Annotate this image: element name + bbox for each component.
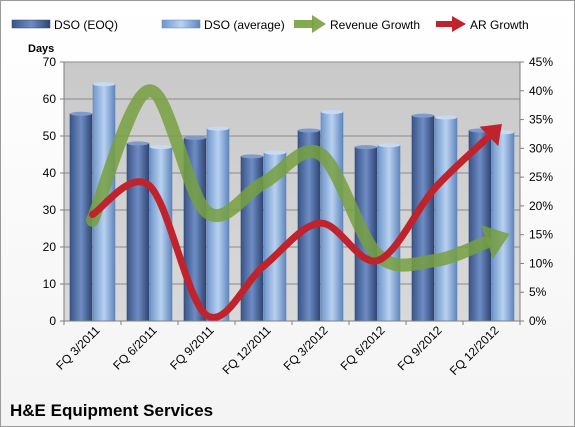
- y2-tick-label: 5%: [529, 285, 547, 299]
- x-tick-label: FQ 9/2011: [167, 323, 217, 373]
- y2-tick-label: 45%: [529, 55, 553, 69]
- y2-tick-label: 10%: [529, 256, 553, 270]
- y2-tick-label: 20%: [529, 199, 553, 213]
- y2-tick-label: 30%: [529, 141, 553, 155]
- y-tick-label: 10: [43, 277, 57, 291]
- legend-item-ar-growth: AR Growth: [436, 16, 529, 32]
- line-ar-growth: [89, 134, 492, 322]
- x-tick-label: FQ 12/2012: [447, 323, 502, 378]
- arrowhead-revenue-growth: [480, 225, 510, 259]
- legend-item-dso-eoq: DSO (EOQ): [11, 18, 118, 32]
- y2-tick-label: 0%: [529, 314, 547, 328]
- bar-top-dso-average: [321, 109, 343, 114]
- y2-axis-ticks: 0% 5% 10% 15% 20% 25% 30% 35% 40% 45%: [520, 55, 553, 328]
- y-axis-title: Days: [28, 43, 54, 55]
- y-tick-label: 70: [43, 55, 57, 69]
- company-name: H&E Equipment Services: [10, 401, 213, 420]
- legend-label-ar-growth: AR Growth: [470, 18, 529, 32]
- y-axis-ticks: 0 10 20 30 40 50 60 70: [43, 55, 64, 328]
- bar-top-dso-eoq: [127, 141, 149, 146]
- bar-dso-average: [491, 132, 515, 322]
- x-tick-label: FQ 3/2012: [281, 323, 331, 373]
- bar-top-dso-eoq: [298, 128, 320, 133]
- legend-item-dso-average: DSO (average): [161, 18, 285, 32]
- bar-top-dso-eoq: [70, 111, 92, 116]
- x-tick-label: FQ 6/2012: [338, 323, 388, 373]
- y-tick-label: 20: [43, 240, 57, 254]
- x-tick-label: FQ 6/2011: [110, 323, 160, 373]
- bar-dso-eoq: [468, 130, 492, 322]
- legend: DSO (EOQ) DSO (average) Revenue Growth A…: [11, 15, 529, 33]
- legend-swatch-dso-average: [161, 19, 201, 29]
- bar-dso-average: [377, 144, 401, 322]
- legend-label-dso-average: DSO (average): [204, 18, 285, 32]
- bar-dso-average: [206, 128, 230, 322]
- bar-dso-average: [320, 111, 344, 322]
- line-revenue-growth: [86, 84, 492, 272]
- y-tick-label: 30: [43, 203, 57, 217]
- legend-label-dso-eoq: DSO (EOQ): [54, 18, 118, 32]
- y2-tick-label: 35%: [529, 113, 553, 127]
- legend-arrow-revenue-growth-head: [312, 15, 326, 33]
- bar-top-dso-eoq: [184, 135, 206, 140]
- bar-dso-average: [434, 117, 458, 322]
- y2-tick-label: 40%: [529, 84, 553, 98]
- bar-top-dso-average: [264, 150, 286, 155]
- y-tick-label: 0: [49, 314, 56, 328]
- y2-tick-label: 25%: [529, 170, 553, 184]
- y-tick-label: 40: [43, 166, 57, 180]
- y-tick-label: 60: [43, 92, 57, 106]
- y-tick-label: 50: [43, 129, 57, 143]
- x-axis-ticks: FQ 3/2011 FQ 6/2011 FQ 9/2011 FQ 12/2011 FQ …: [53, 321, 521, 378]
- bar-top-dso-average: [435, 115, 457, 120]
- bar-top-dso-average: [150, 145, 172, 150]
- bar-top-dso-average: [93, 82, 115, 87]
- legend-label-revenue-growth: Revenue Growth: [330, 18, 420, 32]
- legend-arrow-ar-growth-head: [452, 16, 466, 32]
- bar-top-dso-average: [207, 126, 229, 131]
- legend-swatch-dso-eoq: [11, 19, 51, 29]
- x-tick-label: FQ 12/2011: [220, 323, 274, 377]
- x-tick-label: FQ 9/2012: [395, 323, 445, 373]
- bar-top-dso-eoq: [241, 154, 263, 159]
- bar-top-dso-average: [378, 143, 400, 148]
- y2-tick-label: 15%: [529, 228, 553, 242]
- lines: [86, 84, 510, 322]
- bar-top-dso-eoq: [412, 113, 434, 118]
- legend-item-revenue-growth: Revenue Growth: [294, 15, 420, 33]
- arrowhead-ar-growth: [479, 123, 502, 147]
- bar-dso-eoq: [126, 143, 150, 322]
- x-tick-label: FQ 3/2011: [53, 323, 103, 373]
- bar-top-dso-eoq: [355, 145, 377, 150]
